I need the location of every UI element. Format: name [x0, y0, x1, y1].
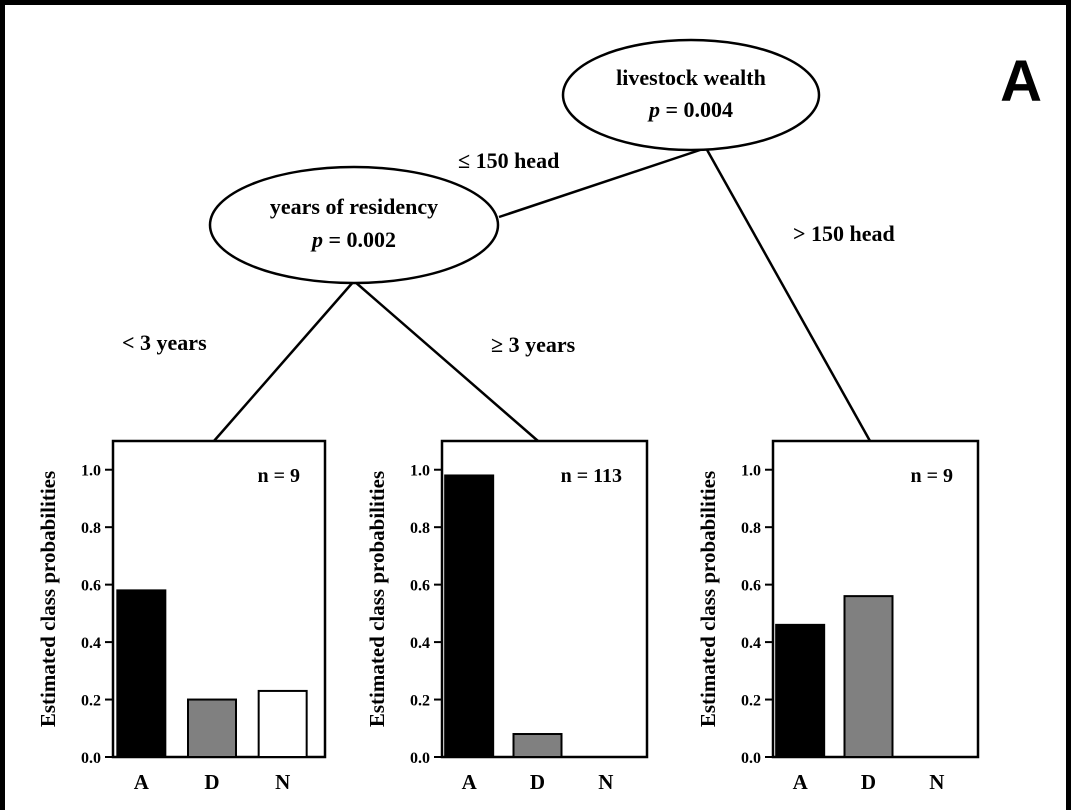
inner-p-value: = 0.002: [328, 227, 396, 252]
edge-label-lt3: < 3 years: [122, 330, 207, 355]
leaf-chart-1: 0.0 0.2 0.4 0.6 0.8 1.0 Estimated class probab…: [36, 439, 327, 794]
leaf3-ytick-label: 0.2: [741, 693, 761, 710]
leaf3-ytick-label: 0.8: [741, 520, 761, 537]
leaf2-n-label: n = 113: [561, 465, 622, 487]
leaf1-xtick-label: A: [134, 770, 150, 794]
leaf3-xtick-label: D: [861, 770, 876, 794]
leaf3-xtick-label: N: [929, 770, 944, 794]
leaf2-ytick-label: 0.8: [410, 520, 430, 537]
leaf2-ytick-label: 1.0: [410, 463, 430, 480]
panel-label: A: [1000, 49, 1042, 114]
leaf2-ytick-label: 0.6: [410, 578, 430, 595]
edge-label-ge3: ≥ 3 years: [491, 332, 576, 357]
leaf1-ytick-label: 0.8: [81, 520, 101, 537]
leaf2-bar-D: [512, 733, 563, 759]
leaf1-ytick-label: 0.2: [81, 693, 101, 710]
inner-node-label: years of residency: [270, 194, 438, 219]
leaf1-bar-A: [116, 589, 167, 759]
root-node-label: livestock wealth: [616, 65, 766, 90]
leaf1-xtick-label: D: [204, 770, 219, 794]
leaf3-xtick-label: A: [793, 770, 809, 794]
leaf3-ytick-label: 0.4: [741, 635, 761, 652]
edge-label-le150: ≤ 150 head: [458, 148, 559, 173]
root-node: livestock wealth p = 0.004: [561, 38, 821, 152]
inner-p-symbol: p: [310, 227, 323, 252]
leaf2-bar-A: [444, 474, 495, 758]
leaf2-ytick-label: 0.4: [410, 635, 430, 652]
leaf2-xtick-label: A: [462, 770, 478, 794]
leaf3-ytick-label: 0.6: [741, 578, 761, 595]
leaf1-ytick-label: 1.0: [81, 463, 101, 480]
leaf3-bar-A: [775, 623, 826, 759]
inner-node: years of residency p = 0.002: [208, 165, 500, 285]
root-node-ellipse: [561, 38, 821, 152]
leaf1-n-label: n = 9: [257, 465, 300, 487]
leaf1-ylabel: Estimated class probabilities: [36, 471, 60, 727]
edge-inner-to-leaf2: [353, 280, 539, 442]
leaf-chart-3: 0.0 0.2 0.4 0.6 0.8 1.0 Estimated class probab…: [696, 439, 980, 794]
decision-tree-figure: A livestock wealth p = 0.004 years of re…: [36, 38, 1042, 794]
inner-node-ellipse: [208, 165, 500, 285]
inner-node-pvalue: p = 0.002: [310, 227, 396, 252]
leaf3-bar-D: [843, 595, 894, 758]
edge-root-to-leaf3: [704, 147, 872, 442]
leaf3-ytick-label: 1.0: [741, 463, 761, 480]
leaf3-ylabel: Estimated class probabilities: [696, 471, 720, 727]
root-p-value: = 0.004: [665, 97, 733, 122]
root-p-symbol: p: [647, 97, 660, 122]
edge-inner-to-leaf1: [213, 280, 355, 442]
leaf1-bar-D: [187, 698, 237, 759]
leaf1-ytick-label: 0.0: [81, 750, 101, 767]
edge-root-to-inner: [498, 146, 707, 219]
leaf2-ylabel: Estimated class probabilities: [365, 471, 389, 727]
leaf2-ytick-label: 0.2: [410, 693, 430, 710]
leaf3-ytick-label: 0.0: [741, 750, 761, 767]
leaf1-ytick-label: 0.4: [81, 635, 101, 652]
root-node-pvalue: p = 0.004: [647, 97, 733, 122]
edge-label-gt150: > 150 head: [793, 221, 895, 246]
leaf1-bar-N: [257, 689, 308, 758]
leaf3-n-label: n = 9: [910, 465, 953, 487]
leaf1-xtick-label: N: [275, 770, 290, 794]
leaf2-ytick-label: 0.0: [410, 750, 430, 767]
leaf2-xtick-label: D: [530, 770, 545, 794]
leaf2-xtick-label: N: [598, 770, 613, 794]
leaf1-ytick-label: 0.6: [81, 578, 101, 595]
leaf-chart-2: 0.0 0.2 0.4 0.6 0.8 1.0 Estimated class probab…: [365, 439, 649, 794]
